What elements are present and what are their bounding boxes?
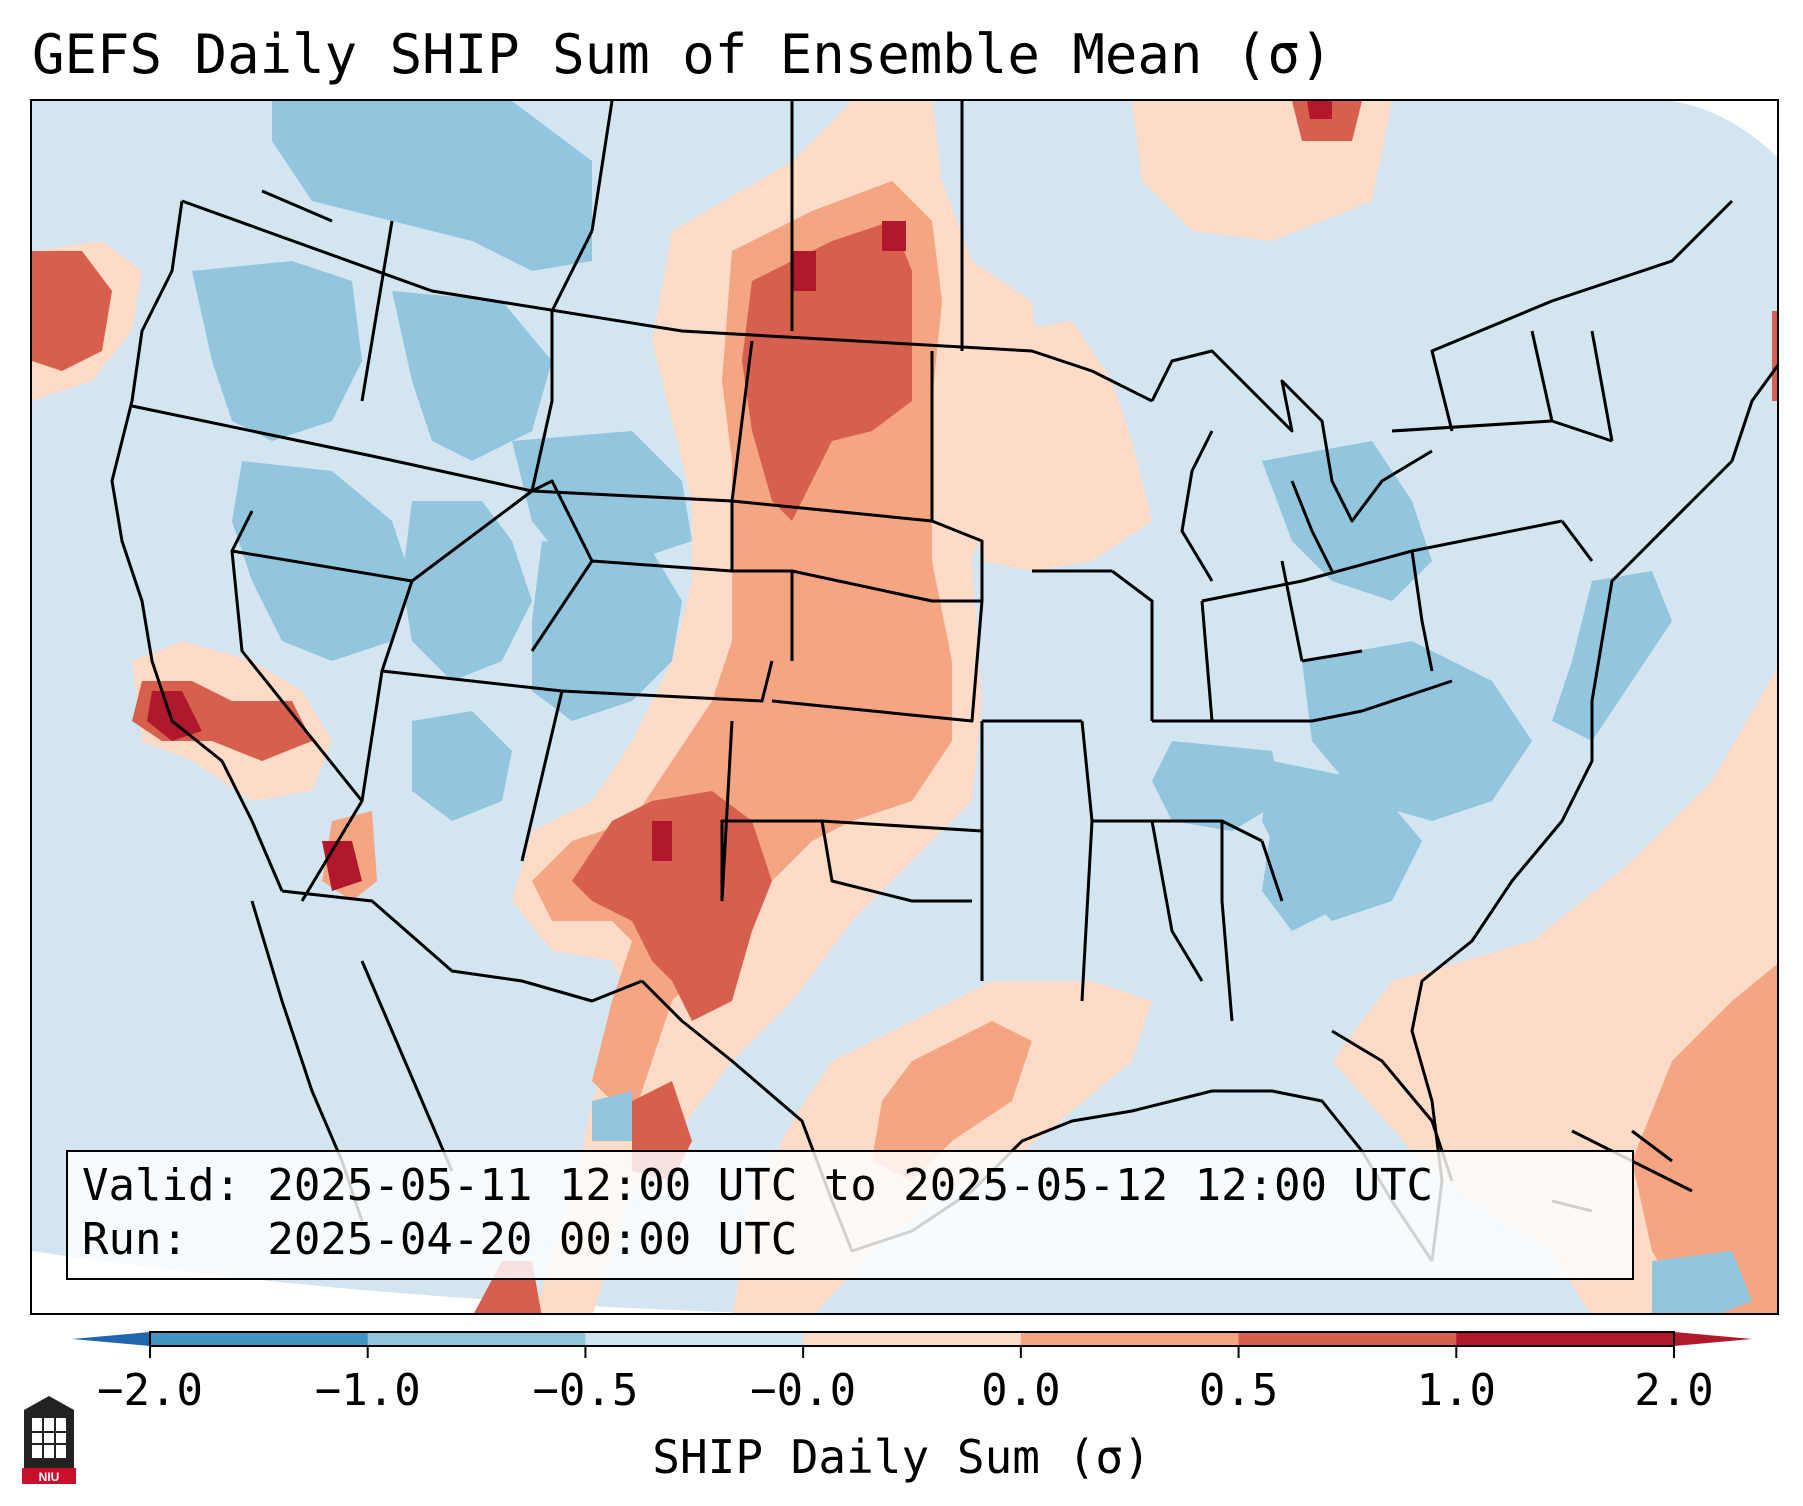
- colorbar-tick-label: 2.0: [1634, 1365, 1714, 1416]
- colorbar-segment: [367, 1332, 586, 1346]
- colorbar-tick-label: −2.0: [97, 1365, 203, 1416]
- run-time-line: Run: 2025-04-20 00:00 UTC: [82, 1214, 798, 1265]
- colorbar-tick-label: −1.0: [314, 1365, 421, 1416]
- valid-run-info-box: Valid: 2025-05-11 12:00 UTC to 2025-05-1…: [66, 1150, 1634, 1280]
- colorbar-segment: [803, 1332, 1022, 1346]
- colorbar-tick-label: −0.0: [750, 1365, 857, 1416]
- cool-anomaly-regions: [192, 101, 1752, 1313]
- colorbar-segment: [1456, 1332, 1675, 1346]
- colorbar-segment: [585, 1332, 804, 1346]
- map-panel[interactable]: [30, 99, 1779, 1315]
- colorbar-segment: [150, 1332, 369, 1346]
- colorbar-under-triangle: [72, 1332, 150, 1346]
- colorbar-segment: [1238, 1332, 1457, 1346]
- warm-anomaly-regions: [32, 101, 1777, 1313]
- projection-edge-bottom-left: [32, 1251, 753, 1313]
- colorbar-segment: [1020, 1332, 1240, 1346]
- colorbar-tick-label: 1.0: [1416, 1365, 1497, 1416]
- colorbar-over-triangle: [1674, 1332, 1752, 1346]
- valid-time-line: Valid: 2025-05-11 12:00 UTC to 2025-05-1…: [82, 1160, 1434, 1211]
- niu-logo-icon: NIU: [22, 1396, 76, 1484]
- colorbar-label: SHIP Daily Sum (σ): [652, 1430, 1151, 1484]
- anomaly-map: [32, 101, 1777, 1313]
- niu-logo-text: NIU: [39, 1470, 60, 1484]
- colorbar: [72, 1331, 1752, 1358]
- colorbar-tick-label: −0.5: [532, 1365, 639, 1416]
- colorbar-tick-label: 0.5: [1198, 1365, 1279, 1416]
- colorbar-tick-label: 0.0: [981, 1365, 1061, 1416]
- map-title: GEFS Daily SHIP Sum of Ensemble Mean (σ): [32, 23, 1333, 86]
- projection-edge-top-right: [1672, 101, 1777, 158]
- political-boundaries: [110, 101, 1777, 1262]
- colorbar-outline: [149, 1331, 1675, 1347]
